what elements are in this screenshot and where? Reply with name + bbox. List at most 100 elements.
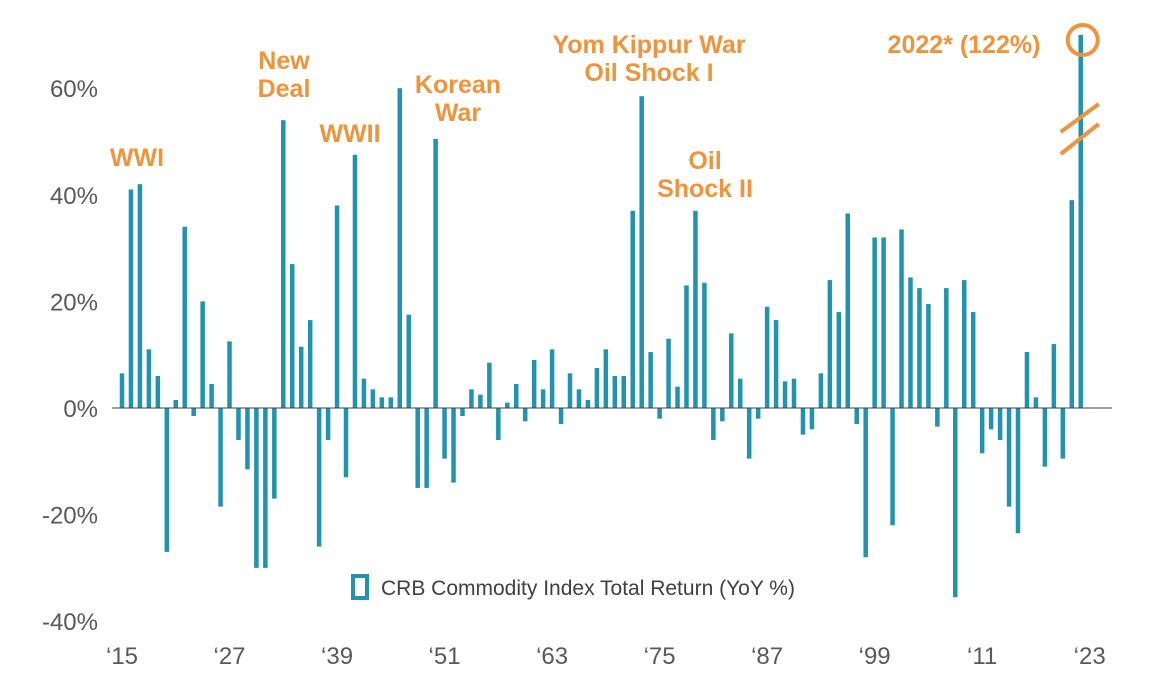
- bar: [513, 384, 519, 408]
- bar: [325, 408, 331, 440]
- bar: [272, 408, 277, 499]
- x-axis-ticks: ‘15 ‘27 ‘39 ‘51 ‘63 ‘75 ‘87 ‘99 ‘11 ‘23: [106, 643, 1106, 670]
- event-annotation: Oil: [688, 147, 721, 175]
- bar: [1078, 34, 1083, 409]
- bar: [836, 312, 842, 408]
- bar: [424, 408, 429, 488]
- bar: [522, 408, 528, 422]
- bar: [334, 205, 340, 408]
- bar-series: [119, 34, 1083, 598]
- bar: [782, 381, 788, 408]
- bar: [191, 408, 196, 416]
- bar: [442, 408, 447, 459]
- y-axis-ticks: -40% -20% 0% 20% 40% 60%: [42, 76, 98, 636]
- bar: [684, 285, 689, 408]
- bar: [917, 288, 922, 408]
- bar: [496, 408, 501, 440]
- bar: [478, 394, 483, 408]
- y-tick-label: -40%: [42, 609, 98, 636]
- bar: [693, 210, 698, 408]
- legend-label: CRB Commodity Index Total Return (YoY %): [381, 577, 795, 600]
- event-annotation: Deal: [258, 75, 311, 103]
- bar: [289, 264, 295, 408]
- bar: [997, 408, 1003, 440]
- bar: [773, 320, 779, 408]
- bar: [729, 333, 734, 408]
- x-tick-label: ‘75: [644, 643, 676, 670]
- bar: [379, 397, 385, 408]
- bar: [711, 408, 716, 440]
- event-annotation: 2022* (122%): [888, 31, 1041, 59]
- bar: [594, 368, 600, 408]
- event-annotation: Oil Shock I: [584, 59, 713, 87]
- y-tick-label: 0%: [63, 396, 98, 423]
- bar: [881, 237, 886, 408]
- event-annotation: WWI: [110, 144, 164, 172]
- bar: [254, 408, 259, 568]
- x-tick-label: ‘99: [859, 643, 891, 670]
- axis-break-marker: [1059, 23, 1100, 156]
- x-tick-label: ‘11: [967, 643, 997, 670]
- bar: [935, 408, 940, 427]
- bar: [702, 282, 707, 408]
- bar: [128, 189, 134, 408]
- bar: [1051, 344, 1057, 408]
- bar: [505, 402, 510, 408]
- bar: [800, 408, 806, 435]
- event-annotation: New: [258, 47, 310, 75]
- y-tick-label: 40%: [50, 183, 98, 210]
- bar: [164, 408, 170, 552]
- bar: [406, 314, 411, 408]
- bar: [245, 408, 250, 470]
- bar: [487, 362, 492, 408]
- bar: [630, 210, 635, 408]
- legend-swatch: [351, 574, 369, 600]
- x-tick-label: ‘63: [536, 643, 568, 670]
- bar: [549, 349, 555, 408]
- bar: [397, 88, 403, 408]
- bar: [146, 349, 152, 408]
- bar: [227, 341, 232, 409]
- legend: CRB Commodity Index Total Return (YoY %): [351, 574, 795, 600]
- bar: [854, 408, 859, 424]
- bar: [209, 384, 214, 408]
- bar: [1024, 352, 1030, 408]
- bar: [460, 408, 465, 416]
- bar: [361, 378, 367, 408]
- bar: [451, 408, 456, 483]
- bar: [944, 288, 949, 408]
- bar: [316, 408, 322, 547]
- bar: [173, 400, 179, 408]
- highlight-circle: [1065, 23, 1100, 57]
- bar: [737, 378, 743, 408]
- bar: [200, 301, 205, 408]
- bar: [666, 338, 671, 408]
- bar: [576, 389, 582, 408]
- bar: [890, 408, 895, 526]
- bar: [863, 408, 868, 558]
- bar: [908, 277, 913, 408]
- bar: [1042, 408, 1048, 467]
- bar: [137, 184, 143, 408]
- bar: [872, 237, 877, 408]
- x-tick-label: ‘23: [1074, 643, 1106, 670]
- bar: [970, 312, 976, 408]
- bar: [603, 349, 609, 408]
- bar: [926, 304, 931, 408]
- x-tick-label: ‘51: [429, 643, 461, 670]
- event-annotation: War: [435, 99, 482, 127]
- bar: [1033, 397, 1039, 408]
- bar: [746, 408, 752, 459]
- bar: [845, 213, 851, 408]
- bar: [639, 96, 644, 408]
- bar: [791, 378, 797, 408]
- bar: [755, 408, 761, 419]
- x-tick-label: ‘15: [106, 643, 138, 670]
- bar: [433, 138, 438, 408]
- bar: [307, 320, 313, 408]
- break-slash-1: [1059, 102, 1100, 134]
- bar: [1060, 408, 1066, 459]
- y-tick-label: 60%: [50, 76, 98, 103]
- event-annotation: Shock II: [657, 175, 753, 203]
- bar: [621, 376, 627, 408]
